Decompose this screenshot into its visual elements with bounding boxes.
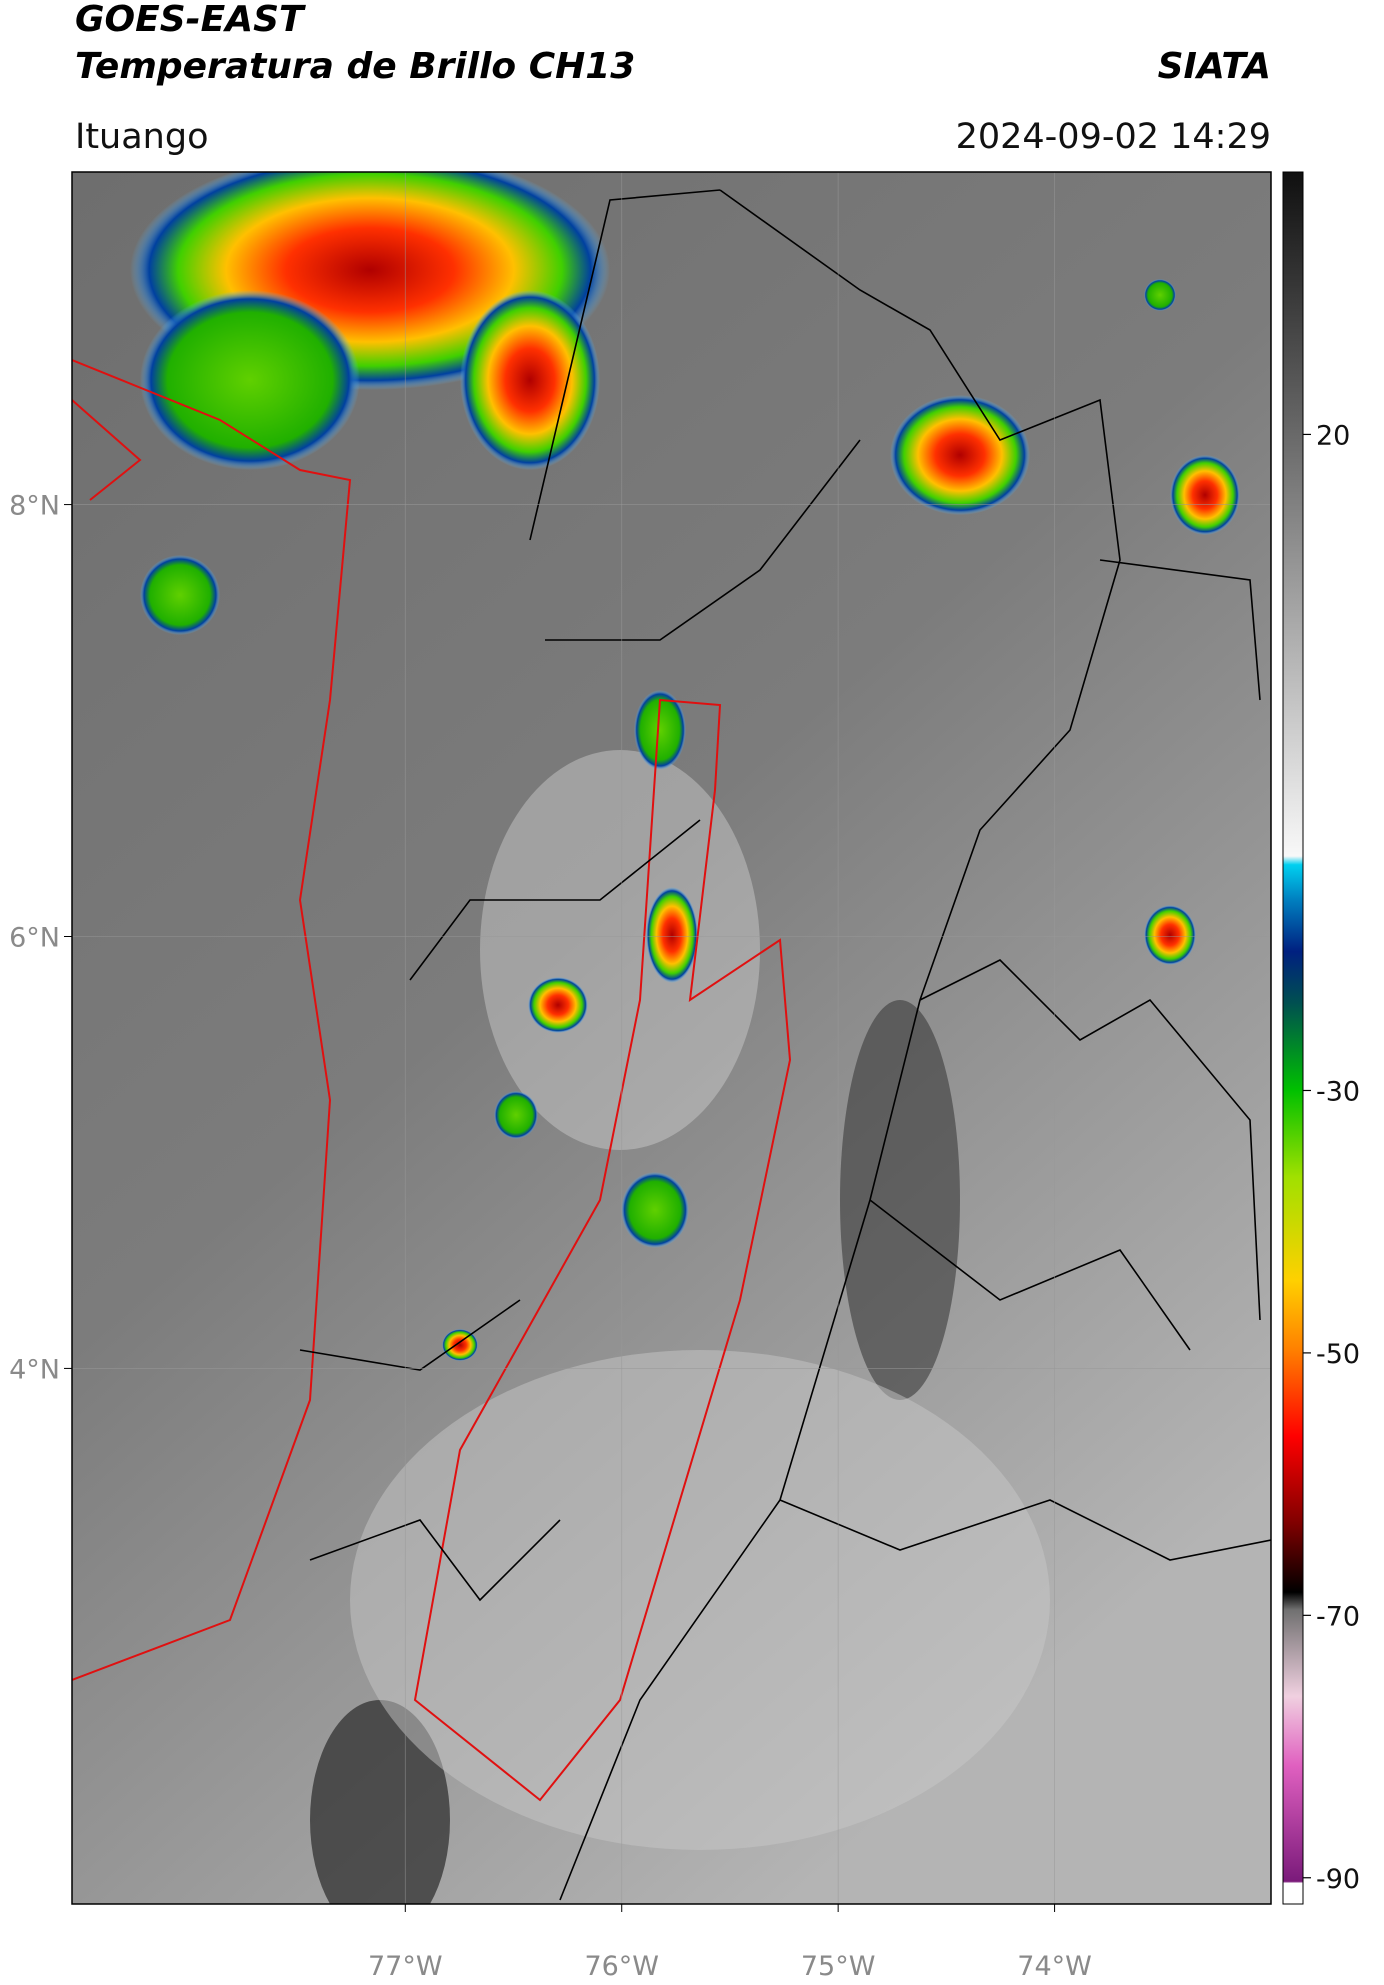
political-border xyxy=(299,189,1271,1901)
dark-region xyxy=(310,1700,450,1904)
x-tick-label: 76°W xyxy=(584,1951,659,1981)
datetime: 2024-09-02 14:29 xyxy=(956,117,1271,157)
storm xyxy=(621,1172,689,1248)
grid xyxy=(72,172,1271,1904)
title: GOES-EAST xyxy=(75,0,306,40)
light-region xyxy=(350,1350,1050,1850)
location: Ituango xyxy=(75,117,209,157)
storm xyxy=(1170,455,1240,535)
labels: 77°W 76°W 75°W 74°W 8°N 6°N 4°N 20 -30 -50 -70 -90 xyxy=(9,420,1360,1982)
storm xyxy=(890,395,1030,515)
brand: SIATA xyxy=(1158,46,1271,87)
colorbar-tick-label: 20 xyxy=(1316,420,1350,451)
coastline xyxy=(72,399,142,501)
colorbar xyxy=(1282,171,1304,1905)
storm xyxy=(460,290,600,470)
storm xyxy=(442,1329,478,1361)
colorbar-tick-label: -70 xyxy=(1316,1601,1360,1632)
colorbar-tick-label: -30 xyxy=(1316,1076,1360,1107)
department-border xyxy=(413,698,792,1802)
storm xyxy=(494,1091,538,1139)
x-tick-label: 77°W xyxy=(368,1951,443,1981)
storm xyxy=(140,290,360,470)
storm xyxy=(140,555,220,635)
x-tick-label: 74°W xyxy=(1017,1951,1092,1981)
coastline xyxy=(72,359,352,1681)
light-region xyxy=(480,750,760,1150)
storm xyxy=(528,977,588,1033)
y-tick-label: 8°N xyxy=(9,491,60,522)
subtitle: Temperatura de Brillo CH13 xyxy=(75,46,635,87)
colorbar-tick-label: -90 xyxy=(1316,1864,1360,1895)
y-tick-label: 6°N xyxy=(9,922,60,953)
y-tick-label: 4°N xyxy=(9,1354,60,1385)
colorbar-tick-label: -50 xyxy=(1316,1339,1360,1370)
storm xyxy=(1144,279,1176,311)
dark-region xyxy=(840,1000,960,1400)
map-frame xyxy=(71,171,1272,1905)
map-imagery xyxy=(72,172,1271,1904)
storm xyxy=(1144,905,1196,965)
storm xyxy=(634,690,686,770)
storm xyxy=(646,887,698,983)
x-tick-label: 75°W xyxy=(801,1951,876,1981)
